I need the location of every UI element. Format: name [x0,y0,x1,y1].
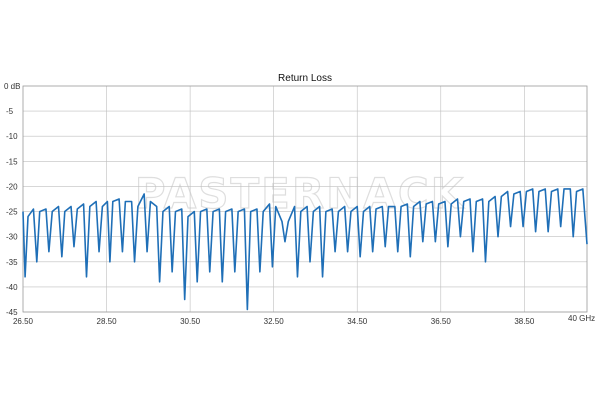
y-tick-label: -30 [6,233,18,242]
y-tick-label: -45 [6,308,18,317]
series-layer [22,188,588,311]
y-tick-label: -25 [6,208,18,217]
y-unit-label: 0 dB [4,82,20,91]
x-tick-label: 28.50 [97,317,118,326]
x-tick-label: 32.50 [264,317,285,326]
y-tick-label: -40 [6,283,18,292]
chart-title: Return Loss [278,73,332,84]
x-unit-label: 40 GHz [568,314,595,323]
series-line [22,188,588,311]
x-tick-label: 26.50 [13,317,34,326]
x-tick-label: 34.50 [347,317,368,326]
x-tick-label: 30.50 [180,317,201,326]
y-tick-label: -5 [6,107,14,116]
y-tick-label: -35 [6,258,18,267]
plot-border [22,85,588,313]
y-tick-label: -15 [6,157,18,166]
y-tick-label: -20 [6,182,18,191]
x-tick-labels: 26.50 28.50 30.50 32.50 34.50 36.50 38.50 [13,317,535,326]
x-tick-label: 36.50 [431,317,452,326]
y-tick-label: -10 [6,132,18,141]
watermark-text: PASTERNACK [135,169,465,218]
y-tick-labels: -5 -10 -15 -20 -25 -30 -35 -40 -45 [6,107,18,317]
x-tick-label: 38.50 [514,317,535,326]
